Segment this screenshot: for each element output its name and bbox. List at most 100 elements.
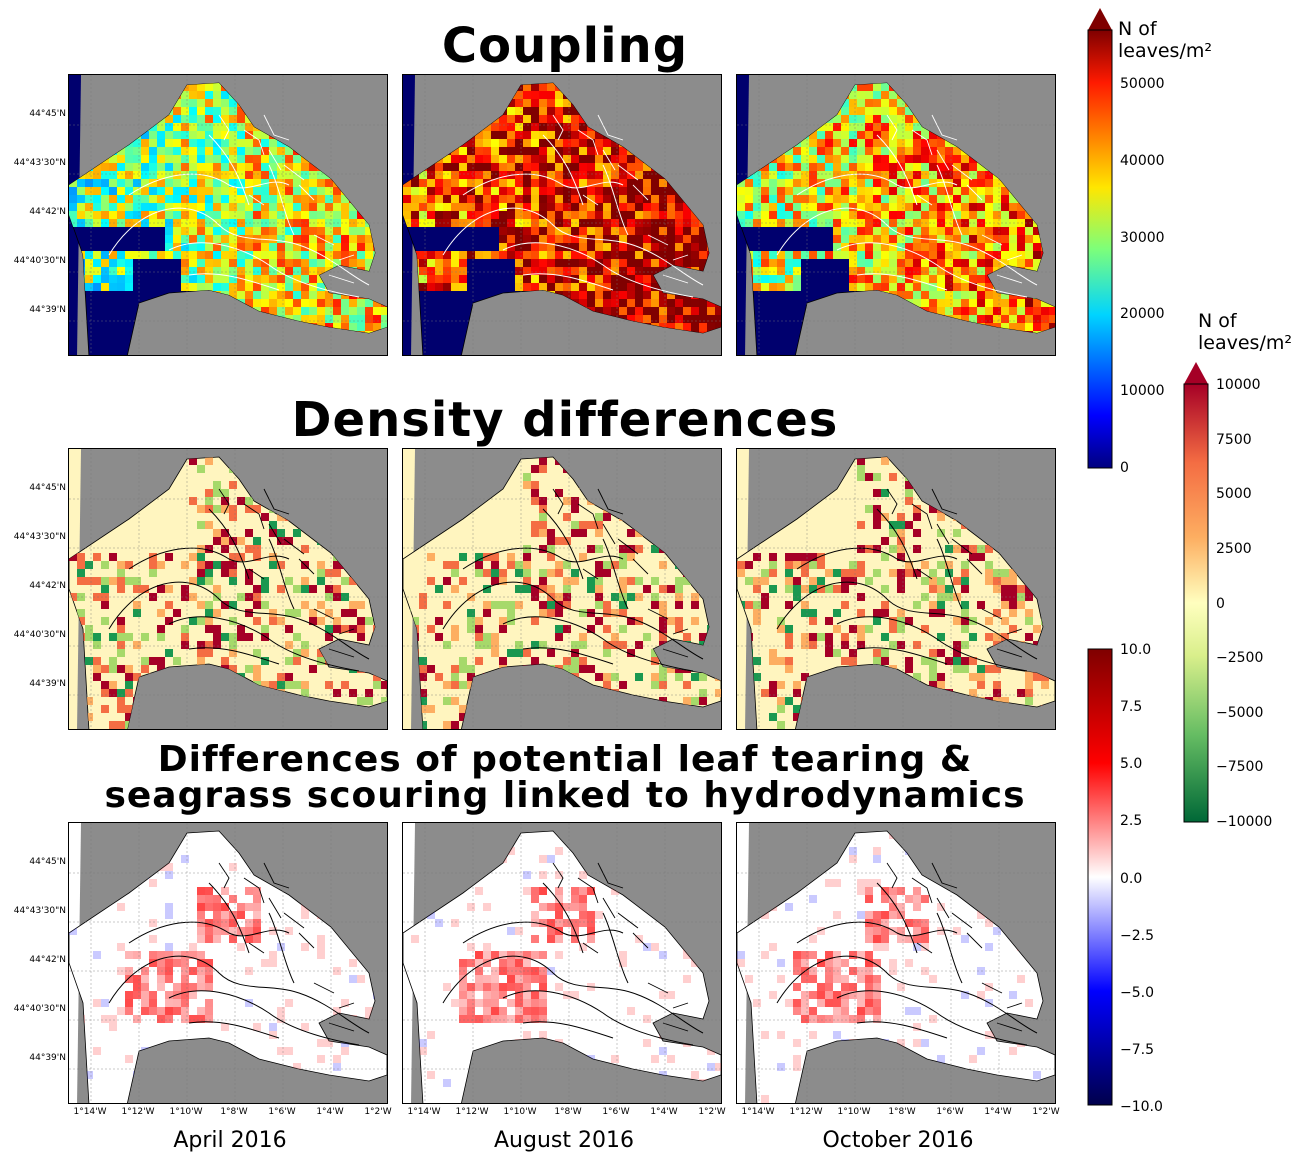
map-cell <box>651 171 659 179</box>
map-cell <box>435 211 443 219</box>
channel-contour <box>502 616 694 672</box>
map-cell <box>547 203 555 211</box>
map-cell <box>189 163 197 171</box>
map-cell <box>523 155 531 163</box>
map-cell <box>197 155 205 163</box>
map-cell <box>961 267 969 275</box>
channel-contour <box>168 242 360 298</box>
map-cell <box>467 195 475 203</box>
map-cell <box>245 283 253 291</box>
creek-line <box>632 558 649 575</box>
map-cell <box>801 147 809 155</box>
map-cell <box>237 243 245 251</box>
map-cell <box>865 267 873 275</box>
map-cell <box>427 665 435 673</box>
map-cell <box>969 195 977 203</box>
map-cell <box>237 211 245 219</box>
map-cell <box>691 697 699 705</box>
map-cell <box>555 107 563 115</box>
map-cell <box>269 553 277 561</box>
map-cell <box>85 267 93 275</box>
map-cell <box>483 131 491 139</box>
map-cell <box>109 195 117 203</box>
map-cell <box>539 251 547 259</box>
map-cell <box>785 251 793 259</box>
creek-line <box>268 149 282 171</box>
map-cell <box>253 259 261 267</box>
map-cell <box>245 227 253 235</box>
map-cell <box>173 235 181 243</box>
map-cell <box>737 211 745 219</box>
map-cell <box>357 601 365 609</box>
map-cell <box>627 577 635 585</box>
map-cell <box>1001 259 1009 267</box>
map-cell <box>285 171 293 179</box>
map-cell <box>865 155 873 163</box>
creek-line <box>243 129 265 156</box>
map-cell <box>651 545 659 553</box>
map-cell <box>467 673 475 681</box>
map-cell <box>683 259 691 267</box>
map-cell <box>753 203 761 211</box>
map-cell <box>547 251 555 259</box>
map-cell <box>579 609 587 617</box>
map-cell <box>261 355 269 356</box>
map-cell <box>269 163 277 171</box>
map-cell <box>237 131 245 139</box>
map-cell <box>817 163 825 171</box>
map-cell <box>969 259 977 267</box>
map-cell <box>451 203 459 211</box>
channel-contour <box>108 207 370 286</box>
map-cell <box>547 243 555 251</box>
map-cell <box>945 561 953 569</box>
map-cell <box>659 673 667 681</box>
map-cell <box>921 187 929 195</box>
map-cell <box>643 171 651 179</box>
map-cell <box>881 107 889 115</box>
map-cell <box>221 187 229 195</box>
map-cell <box>165 601 173 609</box>
map-cell <box>817 187 825 195</box>
map-cell <box>365 227 373 235</box>
map-cell <box>301 163 309 171</box>
map-cell <box>961 307 969 315</box>
map-cell <box>411 729 419 730</box>
map-cell <box>699 251 707 259</box>
map-cell <box>467 147 475 155</box>
map-cell <box>77 553 85 561</box>
map-cell <box>221 243 229 251</box>
map-cell <box>117 729 125 730</box>
map-cell <box>571 497 579 505</box>
map-cell <box>953 355 961 356</box>
map-cell <box>1009 243 1017 251</box>
map-cell <box>667 291 675 299</box>
map-cell <box>237 187 245 195</box>
map-cell <box>889 473 897 481</box>
map-cell <box>277 307 285 315</box>
map-cell <box>269 267 277 275</box>
map-cell <box>1001 291 1009 299</box>
map-cell <box>531 657 539 665</box>
map-cell <box>977 243 985 251</box>
map-cell <box>1025 299 1033 307</box>
map-cell <box>579 291 587 299</box>
map-cell <box>515 235 523 243</box>
map-cell <box>833 211 841 219</box>
map-cell <box>157 139 165 147</box>
map-cell <box>539 179 547 187</box>
map-cell <box>945 155 953 163</box>
map-cell <box>491 561 499 569</box>
map-cell <box>881 275 889 283</box>
map-cell <box>443 729 451 730</box>
map-cell <box>237 283 245 291</box>
map-cell <box>309 283 317 291</box>
map-cell <box>913 123 921 131</box>
map-cell <box>897 545 905 553</box>
map-cell <box>333 203 341 211</box>
map-cell <box>929 267 937 275</box>
map-cell <box>221 633 229 641</box>
map-cell <box>961 179 969 187</box>
map-cell <box>157 195 165 203</box>
map-cell <box>881 155 889 163</box>
map-cell <box>761 211 769 219</box>
